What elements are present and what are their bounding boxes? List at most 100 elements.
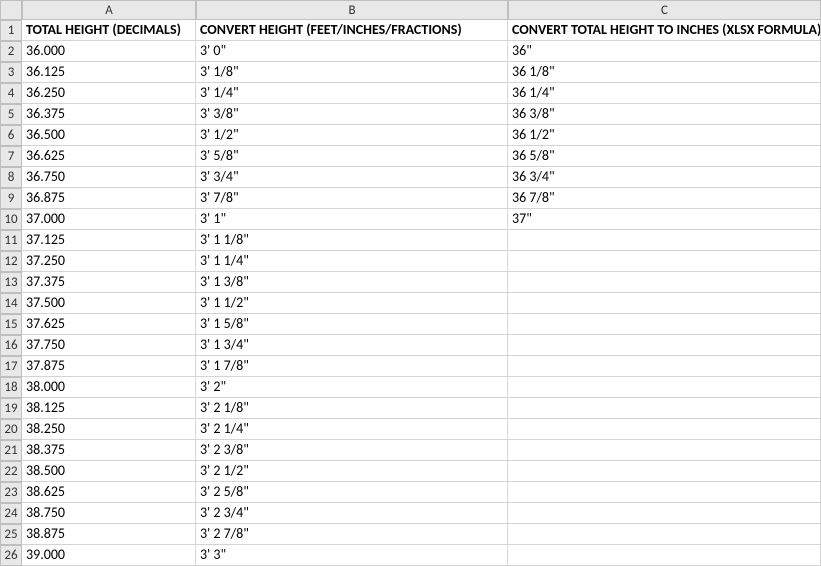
cell-A21[interactable]: 38.375 bbox=[22, 440, 196, 461]
row-header-3[interactable]: 3 bbox=[0, 62, 22, 83]
row-header-14[interactable]: 14 bbox=[0, 293, 22, 314]
cell-A12[interactable]: 37.250 bbox=[22, 251, 196, 272]
cell-A14[interactable]: 37.500 bbox=[22, 293, 196, 314]
cell-C21[interactable] bbox=[508, 440, 821, 461]
cell-C20[interactable] bbox=[508, 419, 821, 440]
cell-A10[interactable]: 37.000 bbox=[22, 209, 196, 230]
cell-C10[interactable]: 37" bbox=[508, 209, 821, 230]
cell-C22[interactable] bbox=[508, 461, 821, 482]
cell-A17[interactable]: 37.875 bbox=[22, 356, 196, 377]
cell-A19[interactable]: 38.125 bbox=[22, 398, 196, 419]
cell-C5[interactable]: 36 3/8" bbox=[508, 104, 821, 125]
cell-A4[interactable]: 36.250 bbox=[22, 83, 196, 104]
cell-B4[interactable]: 3' 1/4" bbox=[196, 83, 508, 104]
cell-A9[interactable]: 36.875 bbox=[22, 188, 196, 209]
cell-B13[interactable]: 3' 1 3/8" bbox=[196, 272, 508, 293]
row-header-17[interactable]: 17 bbox=[0, 356, 22, 377]
cell-B15[interactable]: 3' 1 5/8" bbox=[196, 314, 508, 335]
row-header-16[interactable]: 16 bbox=[0, 335, 22, 356]
row-header-22[interactable]: 22 bbox=[0, 461, 22, 482]
cell-B14[interactable]: 3' 1 1/2" bbox=[196, 293, 508, 314]
cell-B12[interactable]: 3' 1 1/4" bbox=[196, 251, 508, 272]
row-header-11[interactable]: 11 bbox=[0, 230, 22, 251]
row-header-9[interactable]: 9 bbox=[0, 188, 22, 209]
cell-A16[interactable]: 37.750 bbox=[22, 335, 196, 356]
cell-C13[interactable] bbox=[508, 272, 821, 293]
cell-C9[interactable]: 36 7/8" bbox=[508, 188, 821, 209]
cell-B8[interactable]: 3' 3/4" bbox=[196, 167, 508, 188]
cell-C16[interactable] bbox=[508, 335, 821, 356]
cell-C7[interactable]: 36 5/8" bbox=[508, 146, 821, 167]
cell-B25[interactable]: 3' 2 7/8" bbox=[196, 524, 508, 545]
cell-A8[interactable]: 36.750 bbox=[22, 167, 196, 188]
row-header-21[interactable]: 21 bbox=[0, 440, 22, 461]
cell-C6[interactable]: 36 1/2" bbox=[508, 125, 821, 146]
cell-A26[interactable]: 39.000 bbox=[22, 545, 196, 566]
cell-B23[interactable]: 3' 2 5/8" bbox=[196, 482, 508, 503]
cell-A22[interactable]: 38.500 bbox=[22, 461, 196, 482]
cell-A20[interactable]: 38.250 bbox=[22, 419, 196, 440]
cell-C24[interactable] bbox=[508, 503, 821, 524]
cell-B17[interactable]: 3' 1 7/8" bbox=[196, 356, 508, 377]
row-header-7[interactable]: 7 bbox=[0, 146, 22, 167]
cell-B16[interactable]: 3' 1 3/4" bbox=[196, 335, 508, 356]
cell-B19[interactable]: 3' 2 1/8" bbox=[196, 398, 508, 419]
cell-C19[interactable] bbox=[508, 398, 821, 419]
spreadsheet-grid[interactable]: ABC1TOTAL HEIGHT (DECIMALS)CONVERT HEIGH… bbox=[0, 0, 821, 566]
cell-B21[interactable]: 3' 2 3/8" bbox=[196, 440, 508, 461]
row-header-25[interactable]: 25 bbox=[0, 524, 22, 545]
cell-B5[interactable]: 3' 3/8" bbox=[196, 104, 508, 125]
row-header-15[interactable]: 15 bbox=[0, 314, 22, 335]
cell-A25[interactable]: 38.875 bbox=[22, 524, 196, 545]
cell-B11[interactable]: 3' 1 1/8" bbox=[196, 230, 508, 251]
cell-A3[interactable]: 36.125 bbox=[22, 62, 196, 83]
cell-A23[interactable]: 38.625 bbox=[22, 482, 196, 503]
select-all-corner[interactable] bbox=[0, 0, 22, 20]
cell-A18[interactable]: 38.000 bbox=[22, 377, 196, 398]
row-header-10[interactable]: 10 bbox=[0, 209, 22, 230]
cell-C23[interactable] bbox=[508, 482, 821, 503]
row-header-18[interactable]: 18 bbox=[0, 377, 22, 398]
cell-B3[interactable]: 3' 1/8" bbox=[196, 62, 508, 83]
cell-B18[interactable]: 3' 2" bbox=[196, 377, 508, 398]
cell-B6[interactable]: 3' 1/2" bbox=[196, 125, 508, 146]
cell-C3[interactable]: 36 1/8" bbox=[508, 62, 821, 83]
cell-B7[interactable]: 3' 5/8" bbox=[196, 146, 508, 167]
cell-A1[interactable]: TOTAL HEIGHT (DECIMALS) bbox=[22, 20, 196, 41]
row-header-1[interactable]: 1 bbox=[0, 20, 22, 41]
cell-B1[interactable]: CONVERT HEIGHT (FEET/INCHES/FRACTIONS) bbox=[196, 20, 508, 41]
cell-C15[interactable] bbox=[508, 314, 821, 335]
cell-A7[interactable]: 36.625 bbox=[22, 146, 196, 167]
row-header-6[interactable]: 6 bbox=[0, 125, 22, 146]
cell-B26[interactable]: 3' 3" bbox=[196, 545, 508, 566]
cell-C25[interactable] bbox=[508, 524, 821, 545]
cell-B2[interactable]: 3' 0" bbox=[196, 41, 508, 62]
row-header-23[interactable]: 23 bbox=[0, 482, 22, 503]
cell-C11[interactable] bbox=[508, 230, 821, 251]
row-header-19[interactable]: 19 bbox=[0, 398, 22, 419]
row-header-5[interactable]: 5 bbox=[0, 104, 22, 125]
cell-C4[interactable]: 36 1/4" bbox=[508, 83, 821, 104]
cell-A6[interactable]: 36.500 bbox=[22, 125, 196, 146]
row-header-2[interactable]: 2 bbox=[0, 41, 22, 62]
row-header-8[interactable]: 8 bbox=[0, 167, 22, 188]
cell-C2[interactable]: 36" bbox=[508, 41, 821, 62]
cell-B9[interactable]: 3' 7/8" bbox=[196, 188, 508, 209]
cell-A15[interactable]: 37.625 bbox=[22, 314, 196, 335]
row-header-12[interactable]: 12 bbox=[0, 251, 22, 272]
row-header-13[interactable]: 13 bbox=[0, 272, 22, 293]
cell-B10[interactable]: 3' 1" bbox=[196, 209, 508, 230]
cell-C12[interactable] bbox=[508, 251, 821, 272]
cell-A11[interactable]: 37.125 bbox=[22, 230, 196, 251]
cell-C8[interactable]: 36 3/4" bbox=[508, 167, 821, 188]
cell-C1[interactable]: CONVERT TOTAL HEIGHT TO INCHES (XLSX FOR… bbox=[508, 20, 821, 41]
cell-A5[interactable]: 36.375 bbox=[22, 104, 196, 125]
cell-A2[interactable]: 36.000 bbox=[22, 41, 196, 62]
column-header-B[interactable]: B bbox=[196, 0, 508, 20]
cell-B24[interactable]: 3' 2 3/4" bbox=[196, 503, 508, 524]
row-header-26[interactable]: 26 bbox=[0, 545, 22, 566]
cell-C17[interactable] bbox=[508, 356, 821, 377]
cell-A13[interactable]: 37.375 bbox=[22, 272, 196, 293]
cell-A24[interactable]: 38.750 bbox=[22, 503, 196, 524]
cell-C14[interactable] bbox=[508, 293, 821, 314]
